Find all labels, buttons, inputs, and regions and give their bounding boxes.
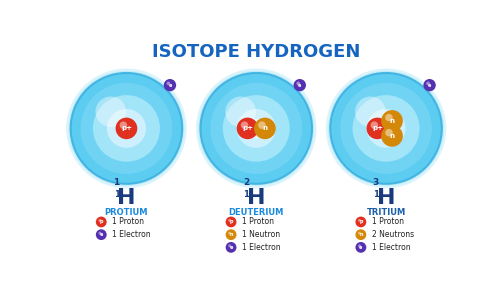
Ellipse shape bbox=[356, 217, 366, 227]
Ellipse shape bbox=[294, 79, 306, 91]
Text: 2 Neutrons: 2 Neutrons bbox=[372, 230, 414, 239]
Ellipse shape bbox=[385, 129, 393, 136]
Ellipse shape bbox=[70, 73, 182, 184]
Ellipse shape bbox=[93, 95, 160, 162]
Ellipse shape bbox=[385, 114, 393, 122]
Text: n: n bbox=[390, 133, 394, 139]
Ellipse shape bbox=[376, 118, 396, 138]
Text: H: H bbox=[377, 188, 396, 208]
Ellipse shape bbox=[352, 95, 420, 162]
Text: e: e bbox=[168, 83, 172, 88]
Ellipse shape bbox=[328, 71, 444, 186]
Ellipse shape bbox=[96, 97, 126, 127]
Text: 3: 3 bbox=[373, 178, 379, 187]
Text: 1 Neutron: 1 Neutron bbox=[242, 230, 280, 239]
Ellipse shape bbox=[296, 82, 300, 85]
Ellipse shape bbox=[80, 83, 172, 174]
Ellipse shape bbox=[226, 229, 236, 240]
Ellipse shape bbox=[340, 83, 432, 174]
Ellipse shape bbox=[246, 118, 266, 138]
Text: p: p bbox=[100, 220, 103, 224]
Ellipse shape bbox=[210, 83, 302, 174]
Text: PROTIUM: PROTIUM bbox=[104, 208, 148, 217]
Ellipse shape bbox=[330, 73, 442, 184]
Text: p: p bbox=[359, 220, 362, 224]
Ellipse shape bbox=[120, 122, 127, 129]
Ellipse shape bbox=[116, 118, 136, 138]
Text: 1 Electron: 1 Electron bbox=[112, 230, 150, 239]
Ellipse shape bbox=[107, 109, 146, 148]
Text: 1 Electron: 1 Electron bbox=[372, 243, 410, 252]
Ellipse shape bbox=[66, 68, 186, 188]
Ellipse shape bbox=[226, 217, 236, 227]
Text: n: n bbox=[390, 118, 394, 124]
Text: 1: 1 bbox=[114, 190, 119, 199]
Ellipse shape bbox=[426, 82, 430, 85]
Ellipse shape bbox=[358, 219, 361, 222]
Ellipse shape bbox=[226, 97, 256, 127]
Ellipse shape bbox=[200, 73, 312, 184]
Ellipse shape bbox=[228, 244, 231, 247]
Text: p+: p+ bbox=[242, 125, 253, 131]
Text: H: H bbox=[117, 188, 136, 208]
Ellipse shape bbox=[116, 118, 138, 139]
Ellipse shape bbox=[223, 95, 290, 162]
Ellipse shape bbox=[355, 97, 386, 127]
Ellipse shape bbox=[96, 217, 106, 227]
Ellipse shape bbox=[236, 118, 258, 139]
Ellipse shape bbox=[326, 68, 446, 188]
Ellipse shape bbox=[366, 109, 406, 148]
Text: e: e bbox=[298, 83, 302, 88]
Ellipse shape bbox=[228, 219, 231, 222]
Ellipse shape bbox=[226, 242, 236, 253]
Ellipse shape bbox=[198, 71, 314, 186]
Text: p+: p+ bbox=[372, 125, 383, 131]
Ellipse shape bbox=[166, 82, 170, 85]
Text: n: n bbox=[262, 125, 268, 131]
Ellipse shape bbox=[356, 229, 366, 240]
Ellipse shape bbox=[164, 79, 176, 91]
Text: H: H bbox=[247, 188, 266, 208]
Ellipse shape bbox=[366, 118, 388, 139]
Text: 1 Proton: 1 Proton bbox=[372, 218, 404, 226]
Text: 1 Electron: 1 Electron bbox=[242, 243, 281, 252]
Text: 1 Proton: 1 Proton bbox=[242, 218, 274, 226]
Text: 1: 1 bbox=[373, 190, 379, 199]
Text: 1: 1 bbox=[244, 190, 250, 199]
Ellipse shape bbox=[68, 71, 184, 186]
Text: n: n bbox=[359, 232, 362, 237]
Ellipse shape bbox=[196, 68, 316, 188]
Text: e: e bbox=[230, 245, 233, 250]
Ellipse shape bbox=[236, 109, 276, 148]
Ellipse shape bbox=[228, 232, 231, 235]
Text: e: e bbox=[100, 232, 103, 237]
Ellipse shape bbox=[356, 242, 366, 253]
Text: n: n bbox=[230, 232, 233, 237]
Ellipse shape bbox=[98, 219, 102, 222]
Text: p: p bbox=[230, 220, 233, 224]
Ellipse shape bbox=[370, 122, 378, 129]
Text: 1 Proton: 1 Proton bbox=[112, 218, 144, 226]
Ellipse shape bbox=[258, 122, 266, 129]
Text: e: e bbox=[359, 245, 362, 250]
Text: p+: p+ bbox=[121, 125, 132, 131]
Text: e: e bbox=[428, 83, 432, 88]
Ellipse shape bbox=[98, 232, 102, 235]
Text: TRITIUM: TRITIUM bbox=[366, 208, 406, 217]
Ellipse shape bbox=[254, 118, 276, 139]
Ellipse shape bbox=[358, 244, 361, 247]
Ellipse shape bbox=[381, 125, 403, 147]
Ellipse shape bbox=[381, 110, 403, 132]
Ellipse shape bbox=[96, 229, 106, 240]
Ellipse shape bbox=[358, 232, 361, 235]
Text: 2: 2 bbox=[243, 178, 250, 187]
Ellipse shape bbox=[240, 122, 248, 129]
Text: 1: 1 bbox=[113, 178, 119, 187]
Text: DEUTERIUM: DEUTERIUM bbox=[228, 208, 284, 217]
Text: ISOTOPE HYDROGEN: ISOTOPE HYDROGEN bbox=[152, 43, 360, 61]
Ellipse shape bbox=[424, 79, 436, 91]
